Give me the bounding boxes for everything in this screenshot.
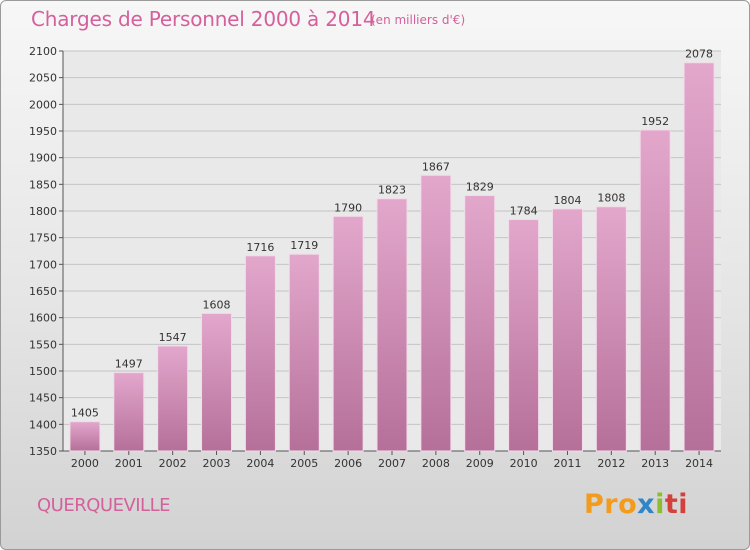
x-tick-label: 2006 <box>334 457 362 470</box>
bar <box>332 215 364 452</box>
bar <box>157 345 189 452</box>
bar-value-label: 1823 <box>378 184 406 197</box>
x-tick-label: 2008 <box>422 457 450 470</box>
bar-value-label: 1608 <box>203 298 231 311</box>
bar-value-label: 2078 <box>685 48 713 61</box>
bar <box>69 421 101 452</box>
logo-part-pro: Pro <box>584 489 638 520</box>
chart-subtitle: (en milliers d'€) <box>371 13 466 27</box>
bar-value-label: 1867 <box>422 160 450 173</box>
bar <box>595 206 627 452</box>
bar-value-label: 1405 <box>71 407 99 420</box>
y-tick-label: 1650 <box>29 285 57 298</box>
bar <box>464 195 496 452</box>
y-tick-label: 1800 <box>29 205 57 218</box>
bar-value-label: 1829 <box>466 181 494 194</box>
bar-value-label: 1547 <box>159 331 187 344</box>
logo-part-i: i <box>655 489 665 520</box>
bar <box>244 255 276 452</box>
y-tick-label: 1850 <box>29 178 57 191</box>
x-tick-label: 2012 <box>597 457 625 470</box>
bar-value-label: 1808 <box>597 192 625 205</box>
y-tick-label: 1950 <box>29 125 57 138</box>
y-tick-label: 1600 <box>29 312 57 325</box>
chart-title: Charges de Personnel 2000 à 2014 <box>31 7 376 31</box>
x-tick-label: 2014 <box>685 457 713 470</box>
bar <box>508 219 540 452</box>
bar <box>288 253 320 452</box>
bar-value-label: 1497 <box>115 358 143 371</box>
bar-value-label: 1804 <box>553 194 581 207</box>
y-tick-label: 1450 <box>29 392 57 405</box>
bar <box>201 312 233 452</box>
x-tick-label: 2001 <box>115 457 143 470</box>
y-tick-label: 2100 <box>29 45 57 58</box>
logo-part-ti: ti <box>664 489 689 520</box>
y-tick-label: 1400 <box>29 418 57 431</box>
y-tick-label: 1500 <box>29 365 57 378</box>
logo-part-x: x <box>637 489 656 520</box>
commune-name: QUERQUEVILLE <box>37 495 171 516</box>
x-tick-label: 2007 <box>378 457 406 470</box>
y-tick-label: 1550 <box>29 338 57 351</box>
bar <box>113 372 145 452</box>
x-tick-label: 2009 <box>466 457 494 470</box>
bar-value-label: 1784 <box>510 205 538 218</box>
x-tick-label: 2011 <box>553 457 581 470</box>
bar-value-label: 1790 <box>334 201 362 214</box>
y-tick-label: 1350 <box>29 445 57 458</box>
y-tick-label: 1900 <box>29 152 57 165</box>
x-tick-label: 2004 <box>246 457 274 470</box>
x-tick-label: 2000 <box>71 457 99 470</box>
y-tick-label: 2050 <box>29 72 57 85</box>
x-tick-label: 2002 <box>159 457 187 470</box>
bar-value-label: 1716 <box>246 241 274 254</box>
bar <box>683 62 715 452</box>
x-tick-label: 2003 <box>203 457 231 470</box>
proxiti-logo[interactable]: Proxiti <box>584 489 688 520</box>
y-tick-label: 2000 <box>29 98 57 111</box>
x-tick-label: 2005 <box>290 457 318 470</box>
bar-value-label: 1719 <box>290 239 318 252</box>
y-tick-label: 1700 <box>29 258 57 271</box>
bar <box>376 198 408 452</box>
bar <box>420 174 452 452</box>
x-tick-label: 2010 <box>510 457 538 470</box>
y-tick-label: 1750 <box>29 232 57 245</box>
x-tick-label: 2013 <box>641 457 669 470</box>
bar <box>551 208 583 452</box>
bar-value-label: 1952 <box>641 115 669 128</box>
bar <box>639 129 671 452</box>
